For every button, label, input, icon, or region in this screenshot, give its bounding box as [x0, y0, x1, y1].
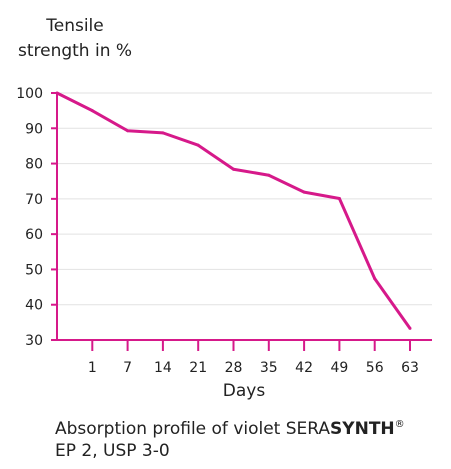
x-tick-label: 49: [330, 360, 348, 376]
x-axis-ticks: 1 7 14 21 28 35 42 49 56 63: [88, 340, 419, 376]
x-tick-label: 35: [260, 360, 278, 376]
data-point: [408, 326, 412, 330]
y-tick-label: 80: [25, 157, 43, 173]
caption-line1: Absorption profile of violet SERASYNTH®: [55, 414, 405, 440]
data-point: [126, 129, 130, 133]
line-chart: 30 40 50 60 70 80 90 100 1 7 14 21 28 35 42 49 56 63 Day…: [16, 86, 432, 401]
caption-prefix: Absorption profile of violet SERA: [55, 419, 331, 439]
x-tick-label: 21: [189, 360, 207, 376]
x-tick-label: 14: [154, 360, 172, 376]
data-point: [55, 91, 59, 95]
data-point: [373, 277, 377, 281]
x-tick-label: 7: [123, 360, 132, 376]
data-point: [161, 131, 165, 135]
y-axis-label-line2: strength in %: [17, 41, 133, 61]
x-tick-label: 56: [366, 360, 384, 376]
y-tick-label: 70: [25, 192, 43, 208]
y-axis-ticks: 30 40 50 60 70 80 90 100: [16, 86, 57, 349]
registered-mark: ®: [394, 419, 405, 430]
y-axis-label: Tensile strength in %: [10, 14, 140, 64]
y-tick-label: 30: [25, 333, 43, 349]
grid-lines: [57, 92, 432, 306]
x-tick-label: 42: [295, 360, 313, 376]
y-tick-label: 50: [25, 262, 43, 278]
data-point: [232, 167, 235, 171]
x-axis-title: Days: [223, 381, 266, 401]
data-point: [302, 190, 306, 194]
y-axis-label-line1: Tensile: [46, 16, 104, 36]
caption-brand-bold: SYNTH: [330, 419, 395, 439]
caption-line2: EP 2, USP 3-0: [55, 441, 170, 461]
x-tick-label: 28: [225, 360, 243, 376]
y-tick-label: 100: [16, 86, 43, 102]
data-points: [55, 91, 412, 330]
x-tick-label: 63: [401, 360, 419, 376]
data-point: [267, 173, 271, 177]
y-tick-label: 90: [25, 121, 43, 137]
x-tick-label: 1: [88, 360, 97, 376]
data-point: [337, 197, 341, 201]
figure-caption: Absorption profile of violet SERASYNTH® …: [55, 414, 405, 462]
data-point: [90, 109, 94, 113]
data-point: [196, 143, 200, 147]
y-tick-label: 40: [25, 298, 43, 314]
y-tick-label: 60: [25, 227, 43, 243]
